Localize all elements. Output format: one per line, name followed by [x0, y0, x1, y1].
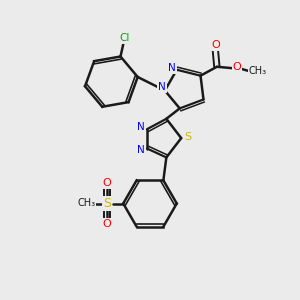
- Text: S: S: [103, 197, 111, 210]
- Text: O: O: [103, 178, 111, 188]
- Text: N: N: [136, 145, 144, 155]
- Text: N: N: [136, 122, 144, 132]
- Text: N: N: [158, 82, 166, 92]
- Text: S: S: [184, 132, 191, 142]
- Text: CH₃: CH₃: [77, 199, 95, 208]
- Text: CH₃: CH₃: [249, 66, 267, 76]
- Text: Cl: Cl: [120, 33, 130, 43]
- Text: N: N: [168, 63, 176, 73]
- Text: O: O: [211, 40, 220, 50]
- Text: O: O: [232, 62, 241, 72]
- Text: O: O: [103, 219, 111, 229]
